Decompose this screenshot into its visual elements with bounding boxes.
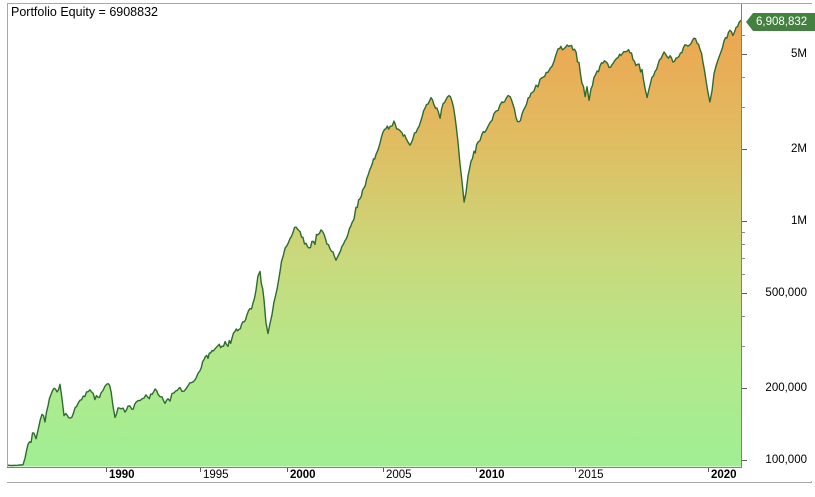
x-axis-tick: [383, 468, 384, 472]
y-axis-tick: [742, 221, 747, 222]
x-axis-label: 1990: [109, 469, 135, 481]
x-axis-tick: [200, 468, 201, 472]
x-axis-tick: [708, 468, 709, 472]
y-axis-minor-tick: [742, 232, 745, 233]
x-axis-label: 1995: [203, 469, 229, 481]
y-axis-tick: [742, 388, 747, 389]
y-axis-label: 1M: [791, 215, 807, 227]
y-axis-minor-tick: [742, 346, 745, 347]
y-axis[interactable]: 5M 2M 1M 500,000 200,000 100,000: [741, 4, 813, 481]
equity-line: [8, 19, 741, 467]
x-axis-tick: [575, 468, 576, 472]
y-axis-minor-tick: [742, 258, 745, 259]
equity-chart-plot[interactable]: [8, 4, 741, 467]
x-axis[interactable]: 1990 1995 2000 2005 2010 2015 2020: [7, 467, 742, 482]
equity-value-label: 6,908,832: [753, 13, 815, 31]
equity-value-flag: 6,908,832: [746, 13, 815, 31]
x-axis-tick: [106, 468, 107, 472]
equity-area-fill: [8, 20, 741, 467]
y-axis-label: 100,000: [765, 454, 807, 466]
y-axis-minor-tick: [742, 107, 745, 108]
x-axis-label: 2020: [711, 469, 737, 481]
y-axis-minor-tick: [742, 274, 745, 275]
y-axis-label: 5M: [791, 48, 807, 60]
y-axis-minor-tick: [742, 244, 745, 245]
y-axis-minor-tick: [742, 77, 745, 78]
x-axis-label: 2000: [290, 469, 316, 481]
y-axis-tick: [742, 460, 747, 461]
y-axis-minor-tick: [742, 35, 745, 36]
x-axis-label: 2010: [479, 469, 505, 481]
flag-arrow-icon: [746, 13, 753, 31]
x-axis-tick: [476, 468, 477, 472]
y-axis-label: 200,000: [765, 382, 807, 394]
y-axis-minor-tick: [742, 316, 745, 317]
y-axis-label: 500,000: [765, 287, 807, 299]
portfolio-equity-title: Portfolio Equity = 6908832: [11, 5, 158, 19]
x-axis-label: 2015: [578, 469, 604, 481]
y-axis-tick: [742, 293, 747, 294]
y-axis-label: 2M: [791, 143, 807, 155]
x-axis-tick: [287, 468, 288, 472]
y-axis-tick: [742, 54, 747, 55]
y-axis-tick: [742, 149, 747, 150]
x-axis-label: 2005: [386, 469, 412, 481]
